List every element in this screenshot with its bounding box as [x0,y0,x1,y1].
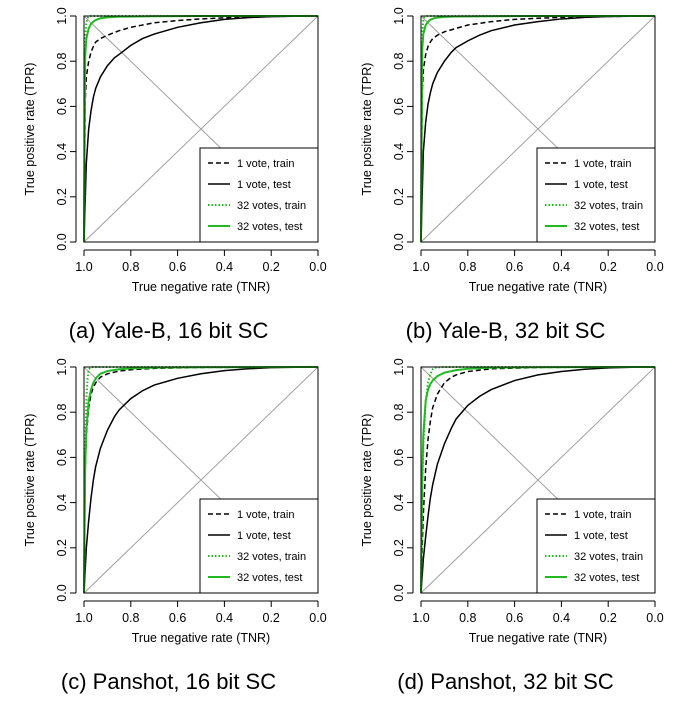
y-tick-label: 0.0 [55,584,69,601]
x-tick-label: 0.2 [600,260,617,274]
y-tick-label: 0.0 [392,584,406,601]
x-tick-label: 0.8 [122,611,139,625]
x-tick-label: 0.6 [506,260,523,274]
y-tick-label: 0.2 [55,539,69,556]
x-tick-label: 0.6 [506,611,523,625]
y-tick-label: 1.0 [392,7,406,24]
panel-caption: (b) Yale-B, 32 bit SC [405,318,606,343]
roc-series-3 [420,366,656,594]
y-tick-label: 0.2 [392,188,406,205]
x-axis-label: True negative rate (TNR) [469,280,607,294]
y-tick-label: 0.8 [392,403,406,420]
legend-entry: 32 votes, test [574,572,639,584]
panel-caption: (c) Panshot, 16 bit SC [60,669,277,694]
x-tick-label: 1.0 [75,611,92,625]
y-tick-label: 1.0 [55,358,69,375]
legend-entry: 1 vote, train [237,509,294,521]
roc-series-1 [420,15,656,243]
roc-series-1 [83,366,319,594]
x-tick-label: 1.0 [412,260,429,274]
y-tick-label: 0.4 [55,494,69,511]
y-tick-label: 1.0 [55,7,69,24]
x-axis-label: True negative rate (TNR) [469,631,607,645]
y-axis-label: True positive rate (TPR) [23,414,37,547]
y-tick-label: 0.2 [55,188,69,205]
panel-caption: (d) Panshot, 32 bit SC [397,669,614,694]
x-tick-label: 0.2 [263,260,280,274]
y-axis-label: True positive rate (TPR) [360,63,374,196]
roc-panel-panshot-16: 1.0 0.8 0.6 0.4 0.2 0.0 0.0 0.2 0.4 0.6 0.8 1.0 True… [0,351,337,702]
x-tick-label: 0.0 [309,611,326,625]
roc-plot: 1.0 0.8 0.6 0.4 0.2 0.0 0.0 0.2 0.4 0.6 0.8 1.0 True… [23,7,327,294]
roc-plot: 1.0 0.8 0.6 0.4 0.2 0.0 0.0 0.2 0.4 0.6 0.8 1.0 True… [360,7,664,294]
roc-panel-yale-16: 1.0 0.8 0.6 0.4 0.2 0.0 0.0 0.2 0.4 0.6 0.8 1.0 True… [0,0,337,351]
roc-plot: 1.0 0.8 0.6 0.4 0.2 0.0 0.0 0.2 0.4 0.6 0.8 1.0 True… [23,358,327,645]
roc-series-1 [420,366,656,594]
y-tick-label: 0.8 [55,52,69,69]
x-tick-label: 0.6 [169,611,186,625]
x-tick-label: 1.0 [75,260,92,274]
legend-entry: 32 votes, train [237,551,306,563]
x-tick-label: 0.4 [553,260,570,274]
y-tick-label: 0.0 [55,233,69,250]
y-tick-label: 0.6 [55,449,69,466]
legend-entry: 1 vote, train [574,509,631,521]
roc-plot: 1.0 0.8 0.6 0.4 0.2 0.0 0.0 0.2 0.4 0.6 0.8 1.0 True… [360,358,664,645]
y-tick-label: 0.6 [392,98,406,115]
y-tick-label: 0.0 [392,233,406,250]
x-tick-label: 0.8 [459,611,476,625]
legend-entry: 32 votes, train [574,200,643,212]
legend-entry: 32 votes, test [574,221,639,233]
x-tick-label: 1.0 [412,611,429,625]
panel-caption: (a) Yale-B, 16 bit SC [68,318,269,343]
legend-entry: 1 vote, test [237,530,291,542]
roc-panel-panshot-32: 1.0 0.8 0.6 0.4 0.2 0.0 0.0 0.2 0.4 0.6 0.8 1.0 True… [337,351,674,702]
x-tick-label: 0.8 [459,260,476,274]
roc-series-0 [83,15,319,243]
legend-entry: 32 votes, train [237,200,306,212]
x-axis-label: True negative rate (TNR) [132,631,270,645]
roc-panel-yale-32: 1.0 0.8 0.6 0.4 0.2 0.0 0.0 0.2 0.4 0.6 0.8 1.0 True… [337,0,674,351]
roc-series-1 [83,15,319,243]
legend-entry: 1 vote, test [574,530,628,542]
y-tick-label: 0.4 [55,143,69,160]
x-tick-label: 0.0 [309,260,326,274]
y-axis-label: True positive rate (TPR) [23,63,37,196]
y-tick-label: 0.8 [392,52,406,69]
legend-entry: 32 votes, train [574,551,643,563]
x-axis-label: True negative rate (TNR) [132,280,270,294]
legend-entry: 1 vote, test [237,179,291,191]
legend-entry: 32 votes, test [237,572,302,584]
y-tick-label: 0.6 [392,449,406,466]
y-tick-label: 0.4 [392,494,406,511]
y-tick-label: 0.2 [392,539,406,556]
x-tick-label: 0.2 [263,611,280,625]
x-tick-label: 0.4 [553,611,570,625]
x-tick-label: 0.2 [600,611,617,625]
legend-entry: 32 votes, test [237,221,302,233]
legend-entry: 1 vote, train [574,158,631,170]
x-tick-label: 0.8 [122,260,139,274]
legend-entry: 1 vote, test [574,179,628,191]
y-tick-label: 0.8 [55,403,69,420]
y-axis-label: True positive rate (TPR) [360,414,374,547]
y-tick-label: 1.0 [392,358,406,375]
x-tick-label: 0.4 [216,611,233,625]
roc-series-3 [83,366,319,594]
x-tick-label: 0.4 [216,260,233,274]
x-tick-label: 0.6 [169,260,186,274]
x-tick-label: 0.0 [646,611,663,625]
x-tick-label: 0.0 [646,260,663,274]
y-tick-label: 0.6 [55,98,69,115]
legend-entry: 1 vote, train [237,158,294,170]
y-tick-label: 0.4 [392,143,406,160]
